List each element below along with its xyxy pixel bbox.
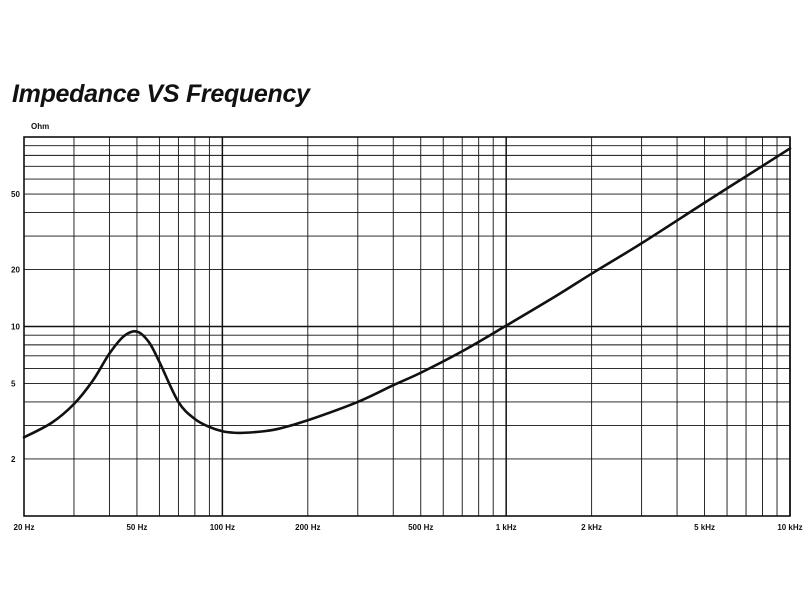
chart-title: Impedance VS Frequency bbox=[12, 80, 310, 108]
y-tick-label: 5 bbox=[11, 380, 16, 389]
x-tick-label: 200 Hz bbox=[295, 523, 320, 532]
y-tick-label: 20 bbox=[11, 265, 20, 274]
x-tick-label: 50 Hz bbox=[126, 523, 147, 532]
x-tick-label: 5 kHz bbox=[694, 523, 715, 532]
x-tick-label: 1 kHz bbox=[496, 523, 517, 532]
plot-frame bbox=[23, 136, 791, 517]
y-tick-label: 2 bbox=[11, 455, 16, 464]
y-tick-label: 10 bbox=[11, 323, 20, 332]
x-tick-label: 2 kHz bbox=[581, 523, 602, 532]
impedance-series-line bbox=[22, 147, 792, 439]
x-tick-label: 100 Hz bbox=[210, 523, 235, 532]
grid-lines bbox=[23, 137, 791, 516]
y-axis-label: Ohm bbox=[31, 122, 49, 131]
x-tick-label: 10 kHz bbox=[777, 523, 802, 532]
y-tick-label: 50 bbox=[11, 190, 20, 199]
tick-labels: 20 Hz 50 Hz 100 Hz 200 Hz 500 Hz 1 kHz 2 kHz 5 … bbox=[11, 190, 803, 532]
x-tick-label: 500 Hz bbox=[408, 523, 433, 532]
x-tick-label: 20 Hz bbox=[14, 523, 35, 532]
